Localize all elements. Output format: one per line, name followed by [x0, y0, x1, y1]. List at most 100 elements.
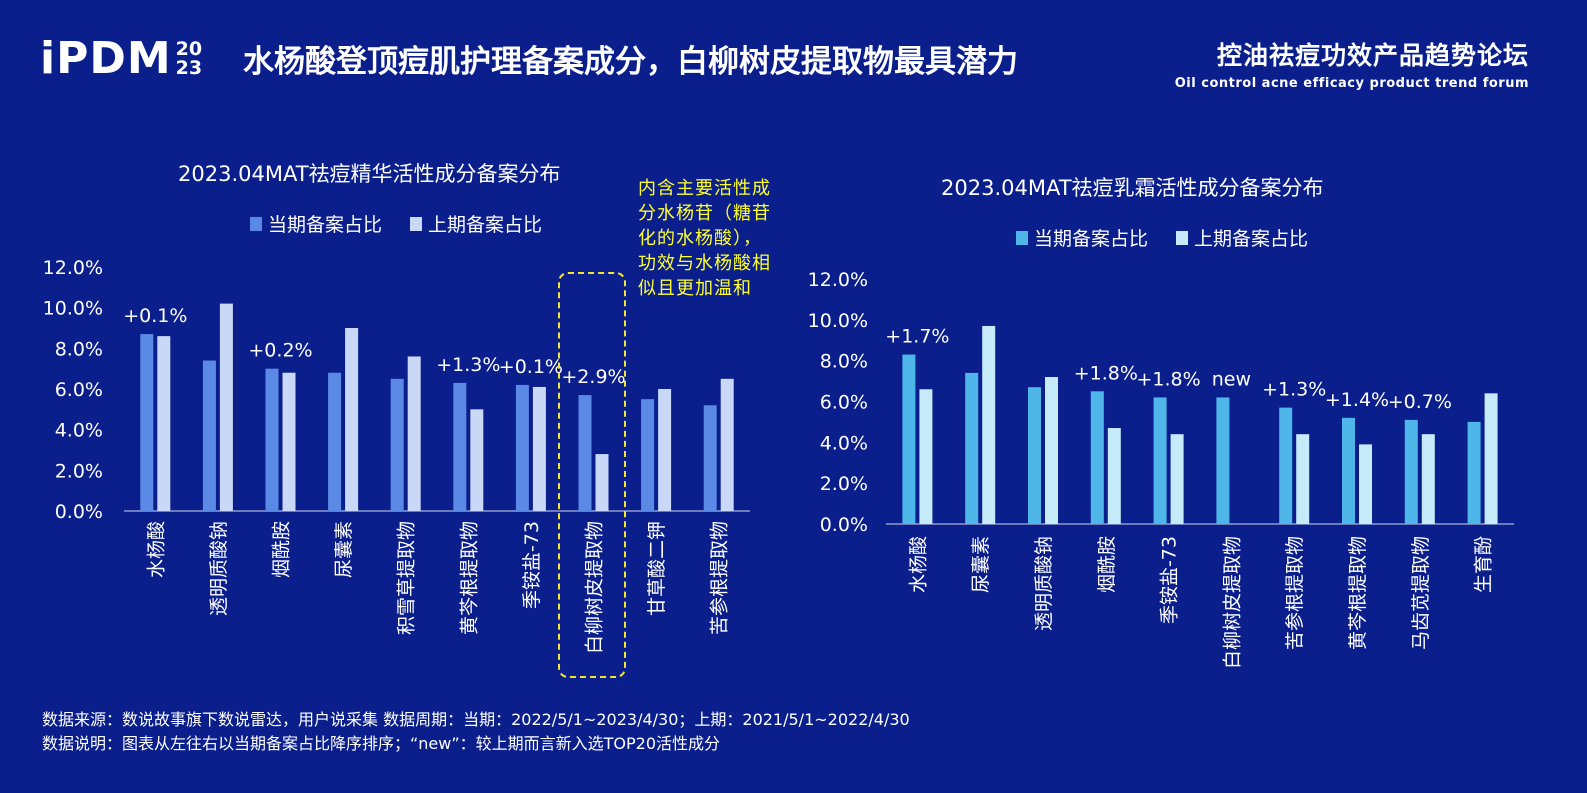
x-tick-label: 苦参根提取物 [1284, 536, 1306, 650]
y-tick-label: 0.0% [55, 501, 103, 523]
bar-current [1467, 421, 1481, 524]
forum-title-cn: 控油祛痘功效产品趋势论坛 [1216, 41, 1529, 70]
legend-label-current: 当期备案占比 [268, 214, 383, 236]
x-tick-label: 黄芩根提取物 [458, 521, 480, 635]
data-annotation: +1.3% [436, 354, 500, 376]
x-tick-label: 生育酚 [1473, 536, 1495, 593]
legend-label-previous: 上期备案占比 [428, 214, 543, 236]
page-title: 水杨酸登顶痘肌护理备案成分，白柳树皮提取物最具潜力 [243, 44, 1018, 80]
bar-current [578, 395, 592, 511]
bar-previous [219, 303, 233, 511]
x-tick-label: 白柳树皮提取物 [584, 521, 606, 654]
footer-note: 数据说明：图表从左往右以当期备案占比降序排序；“new”：较上期而言新入选TOP… [42, 734, 721, 753]
bar-previous [982, 325, 996, 524]
right-chart-title: 2023.04MAT祛痘乳霜活性成分备案分布 [941, 176, 1324, 200]
logo-year-bottom: 23 [175, 57, 203, 79]
x-tick-label: 马齿苋提取物 [1410, 536, 1432, 650]
logo-year-top: 20 [175, 38, 203, 60]
bar-current [390, 378, 404, 511]
data-annotation: +1.8% [1136, 368, 1200, 390]
right-chart-legend: 当期备案占比 上期备案占比 [1016, 224, 1336, 251]
bar-previous [720, 378, 734, 511]
bar-current [1342, 417, 1355, 524]
bar-current [1216, 397, 1230, 524]
data-annotation: +0.7% [1388, 391, 1452, 413]
legend-label-previous: 上期备案占比 [1194, 228, 1309, 250]
x-tick-label: 苦参根提取物 [709, 521, 731, 635]
legend-swatch-previous [1176, 230, 1189, 245]
x-tick-label: 尿囊素 [333, 521, 355, 578]
y-tick-label: 2.0% [55, 460, 103, 482]
y-tick-label: 0.0% [820, 514, 868, 536]
y-tick-label: 6.0% [820, 392, 868, 414]
bar-previous [1484, 393, 1498, 524]
forum-title-en: Oil control acne efficacy product trend … [1174, 76, 1529, 91]
x-tick-label: 白柳树皮提取物 [1221, 536, 1243, 669]
bar-current [328, 372, 342, 511]
bar-previous [345, 328, 359, 511]
bar-current [1028, 387, 1041, 524]
footer-source: 数据来源：数说故事旗下数说雷达，用户说采集 数据周期：当期：2022/5/1~2… [42, 710, 910, 729]
data-annotation: +1.7% [885, 326, 949, 348]
white-willow-annotation: 内含主要活性成分水杨苷（糖苷化的水杨酸），功效与水杨酸相似且更加温和 [638, 178, 771, 299]
legend-label-current: 当期备案占比 [1034, 228, 1149, 250]
legend-swatch-current [1016, 230, 1028, 245]
bar-current [965, 372, 979, 524]
data-annotation: +0.1% [499, 356, 563, 378]
x-tick-label: 黄芩根提取物 [1347, 536, 1369, 650]
bar-previous [407, 356, 421, 511]
y-tick-label: 12.0% [43, 257, 103, 279]
bar-current [265, 368, 279, 511]
bar-previous [1296, 434, 1310, 524]
x-tick-label: 尿囊素 [970, 536, 992, 593]
legend-item-previous: 上期备案占比 [1176, 224, 1308, 251]
highlight-box-white-willow [558, 272, 626, 678]
logo-text: iPDM [40, 33, 172, 84]
bar-previous [1107, 428, 1121, 524]
bar-previous [1045, 377, 1058, 524]
bar-previous [1421, 434, 1435, 524]
bar-previous [919, 389, 933, 524]
bar-current [1279, 407, 1293, 524]
ipdm-logo: iPDM 20 23 [40, 34, 202, 84]
x-tick-label: 烟酰胺 [271, 521, 293, 578]
y-tick-label: 6.0% [55, 379, 103, 401]
left-chart-legend: 当期备案占比 上期备案占比 [250, 210, 570, 237]
bar-current [453, 382, 467, 511]
logo-year: 20 23 [176, 40, 202, 78]
legend-swatch-previous [410, 216, 423, 231]
bar-previous [1359, 444, 1372, 524]
data-annotation: new [1212, 368, 1251, 390]
bar-current [1090, 391, 1104, 524]
data-annotation: +1.4% [1325, 389, 1389, 411]
x-tick-label: 烟酰胺 [1096, 536, 1118, 593]
legend-item-current: 当期备案占比 [250, 210, 382, 237]
legend-item-previous: 上期备案占比 [410, 210, 542, 237]
x-tick-label: 透明质酸钠 [208, 521, 230, 616]
bar-previous [532, 386, 546, 511]
legend-item-current: 当期备案占比 [1016, 224, 1148, 251]
bar-current [902, 354, 916, 524]
bar-previous [282, 372, 296, 511]
x-tick-label: 水杨酸 [907, 536, 929, 593]
bar-current [140, 334, 154, 511]
y-tick-label: 4.0% [820, 432, 868, 454]
data-annotation: +0.1% [123, 305, 187, 327]
y-tick-label: 8.0% [820, 351, 868, 373]
y-tick-label: 10.0% [43, 298, 103, 320]
y-tick-label: 10.0% [808, 310, 868, 332]
bar-previous [595, 454, 609, 511]
legend-swatch-current [250, 216, 262, 231]
y-tick-label: 2.0% [820, 473, 868, 495]
left-chart-title: 2023.04MAT祛痘精华活性成分备案分布 [178, 162, 561, 186]
y-tick-label: 8.0% [55, 338, 103, 360]
data-annotation: +0.2% [248, 340, 312, 362]
bar-previous [157, 336, 171, 511]
bar-current [641, 399, 655, 511]
bar-current [1153, 397, 1167, 524]
bar-current [515, 384, 529, 511]
x-tick-label: 水杨酸 [145, 521, 167, 578]
bar-current [202, 360, 216, 511]
bar-previous [1170, 434, 1184, 524]
